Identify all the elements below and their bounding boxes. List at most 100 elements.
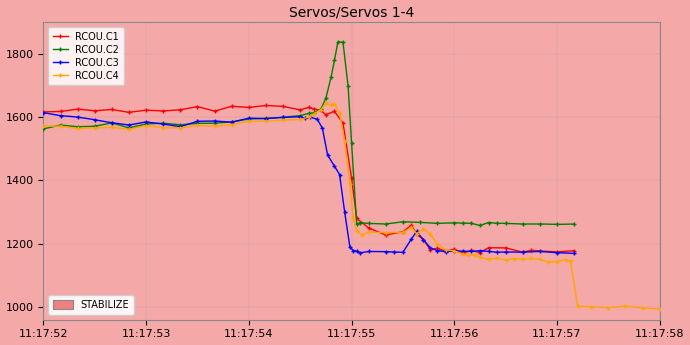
RCOU.C2 [364, 221, 373, 226]
RCOU.C1 [527, 248, 535, 253]
RCOU.C3 [57, 114, 65, 118]
RCOU.C4 [39, 124, 48, 128]
RCOU.C2 [90, 124, 99, 128]
Title: Servos/Servos 1-4: Servos/Servos 1-4 [289, 6, 414, 20]
RCOU.C1 [245, 105, 253, 109]
RCOU.C3 [353, 249, 361, 253]
RCOU.C2 [310, 111, 318, 115]
RCOU.C1 [90, 109, 99, 113]
RCOU.C1 [304, 105, 313, 109]
RCOU.C3 [519, 250, 527, 254]
RCOU.C2 [353, 222, 361, 226]
Legend: STABILIZE: STABILIZE [48, 295, 134, 315]
RCOU.C2 [317, 107, 325, 111]
RCOU.C3 [493, 250, 501, 254]
RCOU.C2 [322, 96, 330, 100]
RCOU.C3 [553, 250, 561, 255]
RCOU.C3 [108, 121, 116, 125]
RCOU.C1 [433, 246, 442, 250]
RCOU.C3 [502, 250, 510, 254]
RCOU.C3 [228, 120, 236, 124]
RCOU.C3 [535, 249, 544, 254]
RCOU.C2 [331, 58, 339, 62]
RCOU.C3 [262, 117, 270, 121]
RCOU.C3 [176, 125, 184, 129]
RCOU.C3 [331, 164, 339, 168]
RCOU.C1 [108, 107, 116, 111]
RCOU.C3 [391, 250, 399, 254]
RCOU.C1 [442, 249, 450, 253]
RCOU.C1 [476, 250, 484, 255]
RCOU.C3 [306, 115, 315, 119]
RCOU.C3 [382, 249, 390, 254]
RCOU.C2 [327, 76, 335, 80]
RCOU.C1 [570, 249, 578, 253]
RCOU.C3 [346, 245, 354, 249]
RCOU.C3 [459, 249, 467, 253]
RCOU.C3 [364, 249, 373, 254]
RCOU.C2 [433, 221, 442, 225]
RCOU.C3 [296, 115, 304, 119]
RCOU.C2 [493, 221, 501, 225]
RCOU.C1 [426, 248, 435, 252]
RCOU.C1 [339, 121, 347, 125]
Line: RCOU.C3: RCOU.C3 [41, 111, 576, 256]
RCOU.C2 [304, 111, 313, 116]
RCOU.C3 [420, 238, 428, 242]
RCOU.C1 [353, 216, 361, 220]
RCOU.C2 [519, 222, 527, 226]
RCOU.C3 [245, 116, 253, 120]
RCOU.C1 [322, 113, 330, 117]
RCOU.C4 [296, 117, 304, 121]
RCOU.C2 [484, 220, 493, 225]
RCOU.C3 [450, 249, 458, 253]
RCOU.C3 [407, 237, 415, 241]
RCOU.C2 [459, 221, 467, 225]
RCOU.C3 [210, 119, 219, 123]
RCOU.C2 [125, 126, 133, 130]
RCOU.C2 [399, 220, 407, 224]
RCOU.C3 [442, 250, 450, 254]
RCOU.C4 [193, 124, 201, 128]
RCOU.C2 [570, 222, 578, 226]
RCOU.C3 [570, 251, 578, 255]
RCOU.C3 [413, 229, 421, 234]
RCOU.C2 [339, 40, 347, 44]
RCOU.C3 [484, 249, 493, 254]
RCOU.C2 [159, 121, 168, 125]
RCOU.C1 [193, 105, 201, 109]
RCOU.C4 [322, 101, 330, 106]
RCOU.C3 [90, 118, 99, 122]
RCOU.C1 [57, 109, 65, 114]
Line: RCOU.C2: RCOU.C2 [41, 40, 576, 228]
RCOU.C2 [467, 221, 475, 225]
RCOU.C2 [193, 121, 201, 125]
RCOU.C2 [210, 121, 219, 125]
RCOU.C1 [296, 108, 304, 112]
RCOU.C3 [349, 249, 357, 253]
RCOU.C2 [553, 222, 561, 226]
RCOU.C2 [476, 224, 484, 228]
RCOU.C1 [420, 238, 428, 242]
RCOU.C1 [125, 110, 133, 115]
RCOU.C1 [553, 250, 561, 254]
RCOU.C3 [335, 172, 344, 177]
RCOU.C3 [39, 111, 48, 115]
RCOU.C1 [210, 109, 219, 113]
RCOU.C1 [310, 107, 318, 111]
RCOU.C2 [535, 222, 544, 226]
RCOU.C2 [382, 222, 390, 226]
RCOU.C3 [356, 251, 364, 255]
RCOU.C1 [364, 226, 373, 230]
RCOU.C1 [484, 246, 493, 250]
Line: RCOU.C4: RCOU.C4 [41, 101, 662, 311]
RCOU.C3 [426, 246, 435, 250]
RCOU.C1 [142, 108, 150, 112]
RCOU.C2 [450, 221, 458, 225]
RCOU.C3 [313, 117, 322, 121]
RCOU.C4 [142, 124, 150, 128]
RCOU.C1 [262, 104, 270, 108]
RCOU.C2 [74, 125, 82, 129]
RCOU.C2 [245, 117, 253, 121]
RCOU.C1 [502, 246, 510, 250]
